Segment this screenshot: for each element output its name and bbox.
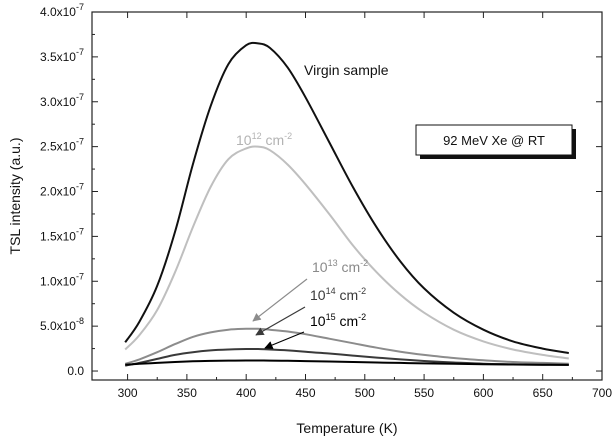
plot-frame xyxy=(91,11,603,381)
y-tick-label: 2.5x10-7 xyxy=(40,137,84,154)
x-axis-title: Temperature (K) xyxy=(296,420,397,436)
series-line-5 xyxy=(125,359,569,366)
axes: 300 350 400 450 500 550 600 650 700 0.0 5.0x10-8 1.… xyxy=(7,2,612,436)
series-label-4: 1014 cm-2 xyxy=(310,286,366,303)
x-tick-label: 450 xyxy=(295,386,315,400)
y-tick-label: 0.0 xyxy=(67,364,84,378)
series-label-1: Virgin sample xyxy=(304,62,389,78)
series-line-4 xyxy=(125,348,569,367)
x-tick-label: 400 xyxy=(236,386,256,400)
x-tick-label: 500 xyxy=(355,386,375,400)
annotation-layer: Virgin sample 1012 cm-2 1013 cm-2 1014 cm-2… xyxy=(236,62,576,350)
y-tick-label: 1.5x10-7 xyxy=(40,226,84,243)
x-tick-label: 300 xyxy=(118,386,138,400)
series-label-2: 1012 cm-2 xyxy=(236,131,292,148)
series-label-3: 1013 cm-2 xyxy=(312,258,368,275)
annotation-arrow-1 xyxy=(252,278,308,322)
series-label-5: 1015 cm-2 xyxy=(310,312,366,329)
y-tick-label: 2.0x10-7 xyxy=(40,182,84,199)
y-axis-title: TSL intensity (a.u.) xyxy=(7,138,23,255)
x-tick-label: 350 xyxy=(177,386,197,400)
x-tick-label: 600 xyxy=(473,386,493,400)
x-tick-label: 550 xyxy=(414,386,434,400)
y-tick-label: 4.0x10-7 xyxy=(40,2,84,19)
y-tick-label: 3.5x10-7 xyxy=(40,47,84,64)
series-line-2 xyxy=(124,145,569,360)
x-tick-label: 700 xyxy=(592,386,612,400)
annotation-box xyxy=(415,124,573,156)
annotation-box-text: 92 MeV Xe @ RT xyxy=(443,133,545,148)
x-tick-label: 650 xyxy=(533,386,553,400)
y-tick-label: 3.0x10-7 xyxy=(40,92,84,109)
series-line-3 xyxy=(124,327,569,365)
series-line-1 xyxy=(124,41,569,355)
y-tick-label: 5.0x10-8 xyxy=(40,316,84,333)
annotation-arrow-2 xyxy=(255,306,306,336)
y-tick-label: 1.0x10-7 xyxy=(40,271,84,288)
series-layer xyxy=(124,41,569,367)
annotation-arrow-3 xyxy=(264,331,305,350)
